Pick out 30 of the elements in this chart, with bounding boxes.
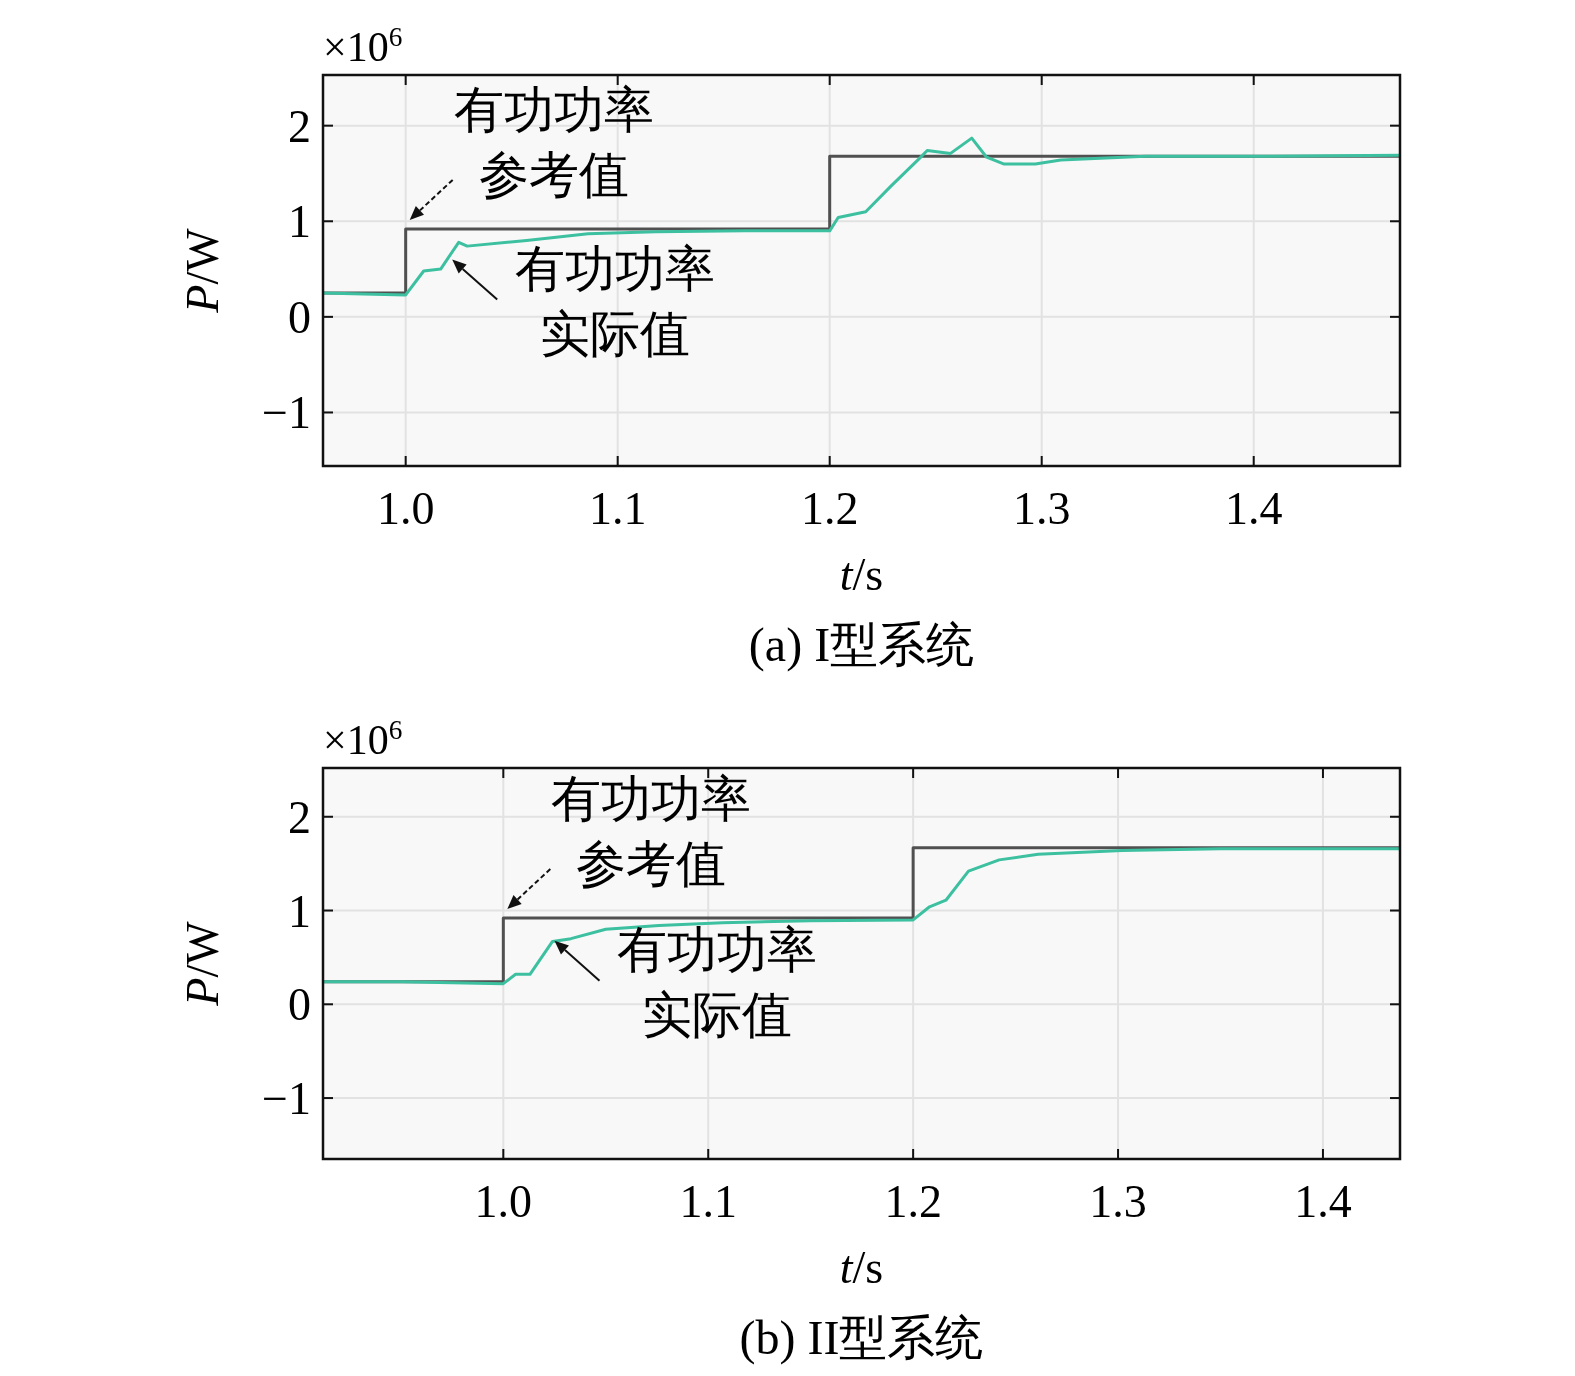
x-tick-label: 1.0: [376, 483, 435, 534]
y-tick-label: 0: [288, 979, 311, 1031]
annotation: 有功功率参考值: [453, 81, 654, 203]
y-tick-label: −1: [262, 387, 311, 439]
y-tick-label: 1: [288, 885, 311, 937]
x-axis-title: t/s: [839, 1242, 884, 1293]
y-tick-label: −1: [262, 1073, 311, 1125]
y-tick-label: 1: [288, 196, 311, 248]
text: (a) I型系统: [748, 618, 975, 672]
x-tick-label: 1.0: [474, 1176, 533, 1227]
y-axis-title: P/W: [177, 227, 228, 314]
y-tick-label: 0: [288, 291, 311, 343]
x-axis-title: t/s: [839, 549, 884, 600]
x-tick-label: 1.3: [1012, 483, 1071, 534]
annotation: 有功功率实际值: [617, 921, 818, 1043]
text: (b) II型系统: [739, 1311, 984, 1365]
x-tick-label: 1.2: [884, 1176, 942, 1227]
text: ×10$^{6}$: [323, 715, 403, 763]
text: ×10$^{6}$: [323, 22, 403, 70]
annotation: 有功功率参考值: [551, 771, 752, 893]
y-tick-label: 2: [288, 791, 311, 843]
x-tick-label: 1.3: [1089, 1176, 1147, 1227]
annotation: 有功功率实际值: [515, 240, 716, 362]
x-tick-label: 1.1: [588, 483, 647, 534]
x-tick-label: 1.1: [679, 1176, 737, 1227]
x-tick-label: 1.4: [1294, 1176, 1352, 1227]
x-tick-label: 1.4: [1224, 483, 1283, 534]
x-tick-label: 1.2: [800, 483, 859, 534]
y-tick-label: 2: [288, 100, 311, 152]
y-axis-title: P/W: [177, 920, 228, 1007]
